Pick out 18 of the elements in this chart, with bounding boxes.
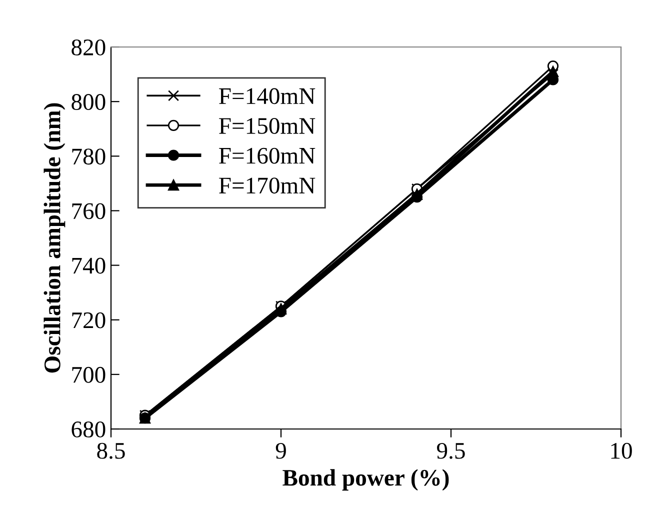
y-tick-label: 720	[72, 312, 106, 328]
y-tick-label: 760	[72, 203, 106, 220]
y-tick-label: 740	[72, 258, 106, 274]
legend-label: F=140mN	[219, 88, 316, 104]
x-tick-label: 8.5	[97, 442, 125, 459]
legend-label: F=150mN	[219, 118, 316, 134]
legend-label: F=160mN	[219, 148, 316, 164]
legend-label: F=170mN	[219, 178, 316, 194]
y-tick-label: 820	[72, 39, 106, 56]
y-tick-label: 780	[72, 148, 106, 165]
y-tick-label: 800	[72, 94, 106, 110]
x-tick-label: 9	[276, 442, 286, 459]
x-tick-label: 9.5	[437, 442, 465, 459]
y-tick-label: 680	[72, 421, 106, 438]
x-axis-title: Bond power (%)	[282, 469, 449, 491]
y-tick-label: 700	[72, 366, 106, 383]
y-axis-title: Oscillation amplitude (nm)	[44, 103, 66, 373]
x-tick-label: 10	[611, 442, 632, 459]
